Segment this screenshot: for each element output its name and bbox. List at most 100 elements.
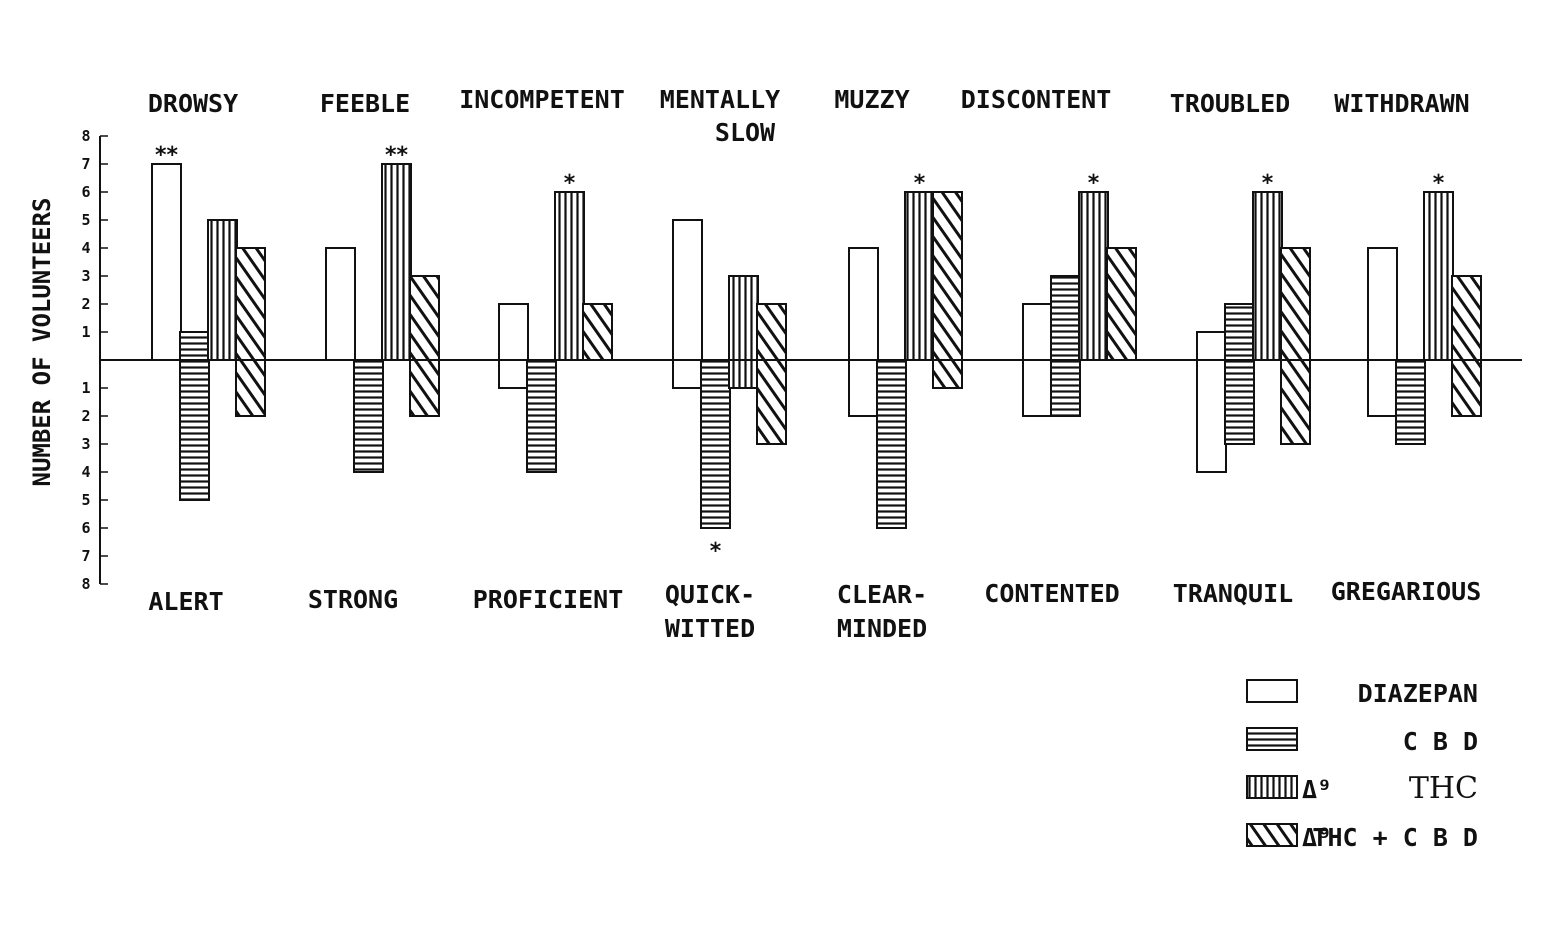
y-axis-title: NUMBER OF VOLUNTEERS (28, 198, 56, 487)
legend-label: C B D (1403, 727, 1478, 756)
category-label-top: DISCONTENT (961, 85, 1112, 114)
y-tick-label: 8 (81, 575, 90, 593)
y-tick-label: 7 (81, 155, 90, 173)
legend-label: DIAZEPAN (1358, 679, 1478, 708)
bar-troubled (1196, 331, 1227, 361)
bar-incompetent (554, 191, 585, 361)
y-tick-label: 6 (81, 519, 90, 537)
y-tick-label: 3 (81, 435, 90, 453)
bar-withdrawn (1451, 275, 1482, 361)
significance-mark: * (1262, 171, 1274, 196)
bar-discontent (1022, 303, 1053, 361)
y-tick-label: 5 (81, 491, 90, 509)
bar-muzzy (932, 191, 963, 361)
bar-clear-minded (876, 359, 907, 529)
bar-quick-witted (756, 359, 787, 445)
y-tick-label: 6 (81, 183, 90, 201)
bar-quick-witted (672, 359, 703, 389)
bar-quick-witted (700, 359, 731, 529)
legend-label: THC (1409, 771, 1478, 806)
bar-proficient (498, 359, 529, 389)
category-label-bottom: GREGARIOUS (1331, 577, 1482, 606)
category-label-top: FEEBLE (320, 89, 410, 118)
significance-mark: * (710, 539, 722, 564)
y-tick-label: 4 (81, 463, 90, 481)
bar-troubled (1224, 303, 1255, 361)
category-label-bottom: CONTENTED (984, 579, 1119, 608)
y-tick-label: 5 (81, 211, 90, 229)
legend-swatch (1246, 823, 1298, 847)
significance-mark: * (1088, 171, 1100, 196)
legend-item: Δ⁹ THC (1246, 771, 1478, 806)
bar-incompetent (582, 303, 613, 361)
bar-gregarious (1367, 359, 1398, 417)
bar-feeble (409, 275, 440, 361)
bar-gregarious (1395, 359, 1426, 445)
category-label-bottom: PROFICIENT (473, 585, 624, 614)
y-tick-label: 1 (81, 379, 90, 397)
legend-label: THC + C B D (1312, 823, 1478, 852)
bar-mentally-slow (672, 219, 703, 361)
bar-troubled (1280, 247, 1311, 361)
bar-incompetent (498, 303, 529, 361)
bar-gregarious (1451, 359, 1482, 417)
y-tick-label: 2 (81, 407, 90, 425)
y-tick-label: 2 (81, 295, 90, 313)
bar-drowsy (179, 331, 210, 361)
bar-alert (179, 359, 210, 501)
bar-feeble (381, 163, 412, 361)
bar-troubled (1252, 191, 1283, 361)
y-tick-label: 7 (81, 547, 90, 565)
bar-drowsy (207, 219, 238, 361)
bar-proficient (526, 359, 557, 473)
bar-tranquil (1224, 359, 1255, 445)
bars-layer (151, 163, 1482, 529)
labels-layer: DROWSY FEEBLE INCOMPETENT MENTALLY SLOW MUZZY… (148, 85, 1481, 643)
bar-discontent (1050, 275, 1081, 361)
y-tick-label: 3 (81, 267, 90, 285)
category-label-bottom: TRANQUIL (1173, 579, 1293, 608)
bar-clear-minded (848, 359, 879, 417)
bar-muzzy (904, 191, 935, 361)
significance-mark: * (564, 171, 576, 196)
bar-contented (1022, 359, 1053, 417)
bar-strong (353, 359, 384, 473)
significance-mark: * (914, 171, 926, 196)
category-label-top: WITHDRAWN (1334, 89, 1469, 118)
bar-drowsy (151, 163, 182, 361)
y-tick-label: 4 (81, 239, 90, 257)
bar-mentally-slow (728, 275, 759, 361)
legend-prefix: Δ⁹ (1302, 823, 1332, 852)
bar-tranquil (1196, 359, 1227, 473)
legend-item: C B D (1246, 727, 1478, 756)
significance-mark: * (1433, 171, 1445, 196)
y-tick-label: 8 (81, 127, 90, 145)
bar-feeble (325, 247, 356, 361)
bar-alert (235, 359, 266, 417)
bar-withdrawn (1367, 247, 1398, 361)
bar-mentally-slow (756, 303, 787, 361)
category-label-bottom: CLEAR-MINDED (837, 580, 927, 643)
legend-swatch (1246, 775, 1298, 799)
bar-quick-witted (728, 359, 759, 389)
category-label-top: INCOMPETENT (459, 85, 625, 114)
category-label-bottom: ALERT (148, 587, 223, 616)
bar-withdrawn (1423, 191, 1454, 361)
bar-strong (409, 359, 440, 417)
category-label-bottom: QUICK-WITTED (665, 580, 755, 643)
bar-muzzy (848, 247, 879, 361)
significance-mark: ** (155, 143, 179, 168)
category-label-top: MUZZY (834, 85, 909, 114)
category-label-top: DROWSY (148, 89, 238, 118)
category-label-top: TROUBLED (1170, 89, 1290, 118)
bar-clear-minded (932, 359, 963, 389)
significance-mark: ** (385, 143, 409, 168)
legend-prefix: Δ⁹ (1302, 775, 1332, 804)
bar-tranquil (1280, 359, 1311, 445)
bar-contented (1050, 359, 1081, 417)
legend-swatch (1246, 679, 1298, 703)
y-tick-label: 1 (81, 323, 90, 341)
